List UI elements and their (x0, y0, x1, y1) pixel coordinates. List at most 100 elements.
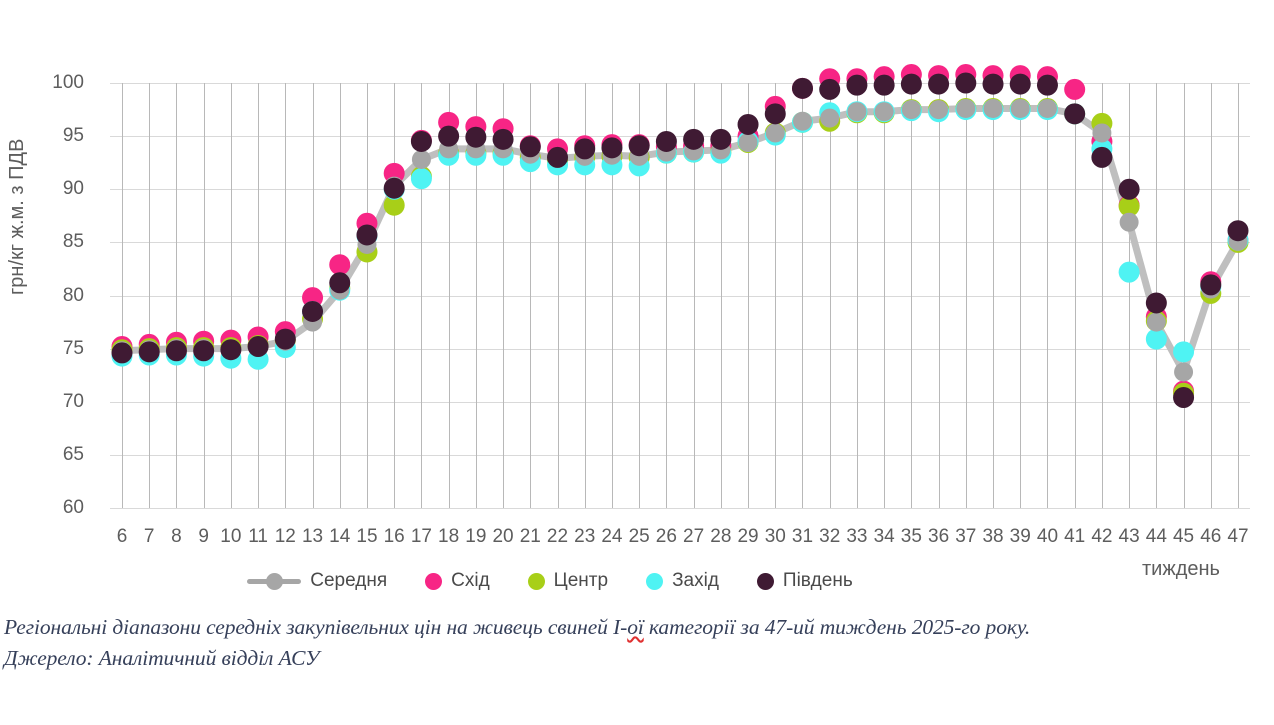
y-tick-label: 60 (62, 497, 84, 518)
x-tick-label: 8 (171, 526, 182, 547)
x-gridline (421, 83, 423, 508)
data-point-південь (982, 73, 1004, 95)
y-tick-label: 95 (62, 125, 84, 147)
y-gridline (110, 242, 1250, 244)
data-point-південь (1200, 274, 1222, 296)
x-tick-label: 7 (143, 526, 155, 547)
y-tick-label: 100 (52, 72, 84, 93)
data-point-південь (383, 177, 405, 199)
y-gridline (110, 136, 1250, 138)
x-tick-label: 9 (198, 526, 209, 547)
x-tick-label: 11 (248, 526, 268, 547)
data-point-південь (1091, 146, 1113, 168)
legend-label: Середня (310, 570, 388, 591)
x-gridline (394, 83, 396, 508)
data-point-середня (820, 108, 840, 128)
x-tick-label: 38 (982, 526, 1004, 547)
legend-item-захід[interactable]: Захід (646, 570, 719, 592)
x-tick-label: 13 (301, 526, 324, 547)
legend-item-центр[interactable]: Центр (527, 570, 608, 592)
x-gridline (258, 83, 260, 508)
y-tick-label: 80 (62, 284, 84, 306)
x-tick-label: 33 (846, 526, 868, 547)
x-gridline (666, 83, 668, 508)
data-point-середня (1037, 99, 1057, 118)
data-point-південь (655, 130, 677, 152)
x-gridline (1020, 83, 1022, 508)
y-tick-label: 70 (62, 390, 84, 412)
legend-dot-swatch (646, 572, 664, 590)
y-gridline (110, 401, 1250, 403)
x-gridline (448, 83, 450, 508)
x-gridline (557, 83, 559, 508)
data-point-схід (329, 254, 351, 276)
x-tick-label: 23 (574, 526, 596, 547)
data-point-середня (1174, 362, 1194, 382)
x-gridline (1074, 83, 1076, 508)
data-point-центр (1118, 195, 1140, 217)
data-point-середня (411, 150, 431, 169)
data-point-південь (356, 224, 378, 246)
x-gridline (122, 83, 123, 508)
y-gridline (110, 508, 1250, 509)
x-gridline (366, 83, 368, 508)
data-point-південь (846, 74, 868, 96)
data-point-центр (383, 194, 405, 216)
x-gridline (693, 83, 695, 508)
x-tick-label: 26 (655, 526, 677, 547)
chart-legend: Середня Схід Центр Захід Південь (0, 570, 1100, 592)
data-point-південь (819, 78, 841, 100)
x-gridline (911, 83, 913, 508)
data-point-південь (955, 72, 977, 94)
data-point-середня (874, 102, 894, 122)
x-tick-label: 25 (628, 526, 650, 547)
y-gridline (110, 348, 1250, 350)
x-gridline (176, 83, 178, 508)
data-point-південь (193, 340, 215, 362)
x-axis-title: тиждень (1142, 558, 1220, 580)
chart-canvas: грн/кг ж.м. з ПДВ тиждень 60 65 70 75 80 85 90… (6, 64, 1250, 580)
x-tick-label: 32 (819, 526, 841, 547)
x-gridline (938, 83, 940, 508)
x-tick-label: 40 (1036, 526, 1059, 547)
caption-line1-part-b: категорії за 47-ий тиждень 2025-го року. (643, 615, 1031, 639)
x-gridline (884, 83, 886, 508)
legend-item-південь[interactable]: Південь (756, 570, 853, 592)
y-gridline (110, 189, 1250, 191)
x-gridline (965, 83, 967, 508)
data-point-південь (111, 342, 133, 364)
y-gridline (110, 295, 1250, 297)
data-point-південь (601, 137, 623, 159)
data-point-середня (956, 99, 976, 118)
chart-caption: Регіональні діапазони середніх закупівел… (4, 612, 1266, 674)
y-tick-label: 90 (62, 178, 84, 200)
y-tick-label: 85 (62, 231, 84, 253)
data-point-середня (738, 133, 758, 152)
legend-item-схід[interactable]: Схід (425, 570, 490, 592)
data-point-південь (900, 73, 922, 95)
data-point-середня (1146, 312, 1166, 332)
legend-item-середня[interactable]: Середня (247, 570, 387, 592)
data-point-південь (1145, 292, 1167, 314)
data-point-південь (547, 146, 569, 168)
x-gridline (775, 83, 777, 508)
data-point-південь (220, 339, 242, 361)
legend-label: Південь (782, 570, 853, 591)
x-gridline (829, 83, 831, 508)
series-layer (111, 64, 1249, 408)
x-gridline (503, 83, 505, 508)
data-point-південь (274, 328, 296, 350)
data-point-південь (1118, 178, 1140, 200)
y-tick-label: 75 (62, 337, 84, 359)
x-tick-label: 24 (601, 526, 623, 547)
data-point-середня (1092, 123, 1112, 143)
x-gridline (1238, 83, 1239, 508)
x-tick-label: 18 (438, 526, 460, 547)
x-tick-label: 10 (220, 526, 242, 547)
data-point-південь (329, 272, 351, 294)
x-gridline (149, 83, 151, 508)
y-gridline (110, 454, 1250, 456)
x-gridline (1129, 83, 1131, 508)
data-point-південь (683, 128, 705, 150)
x-tick-label: 12 (274, 526, 296, 547)
